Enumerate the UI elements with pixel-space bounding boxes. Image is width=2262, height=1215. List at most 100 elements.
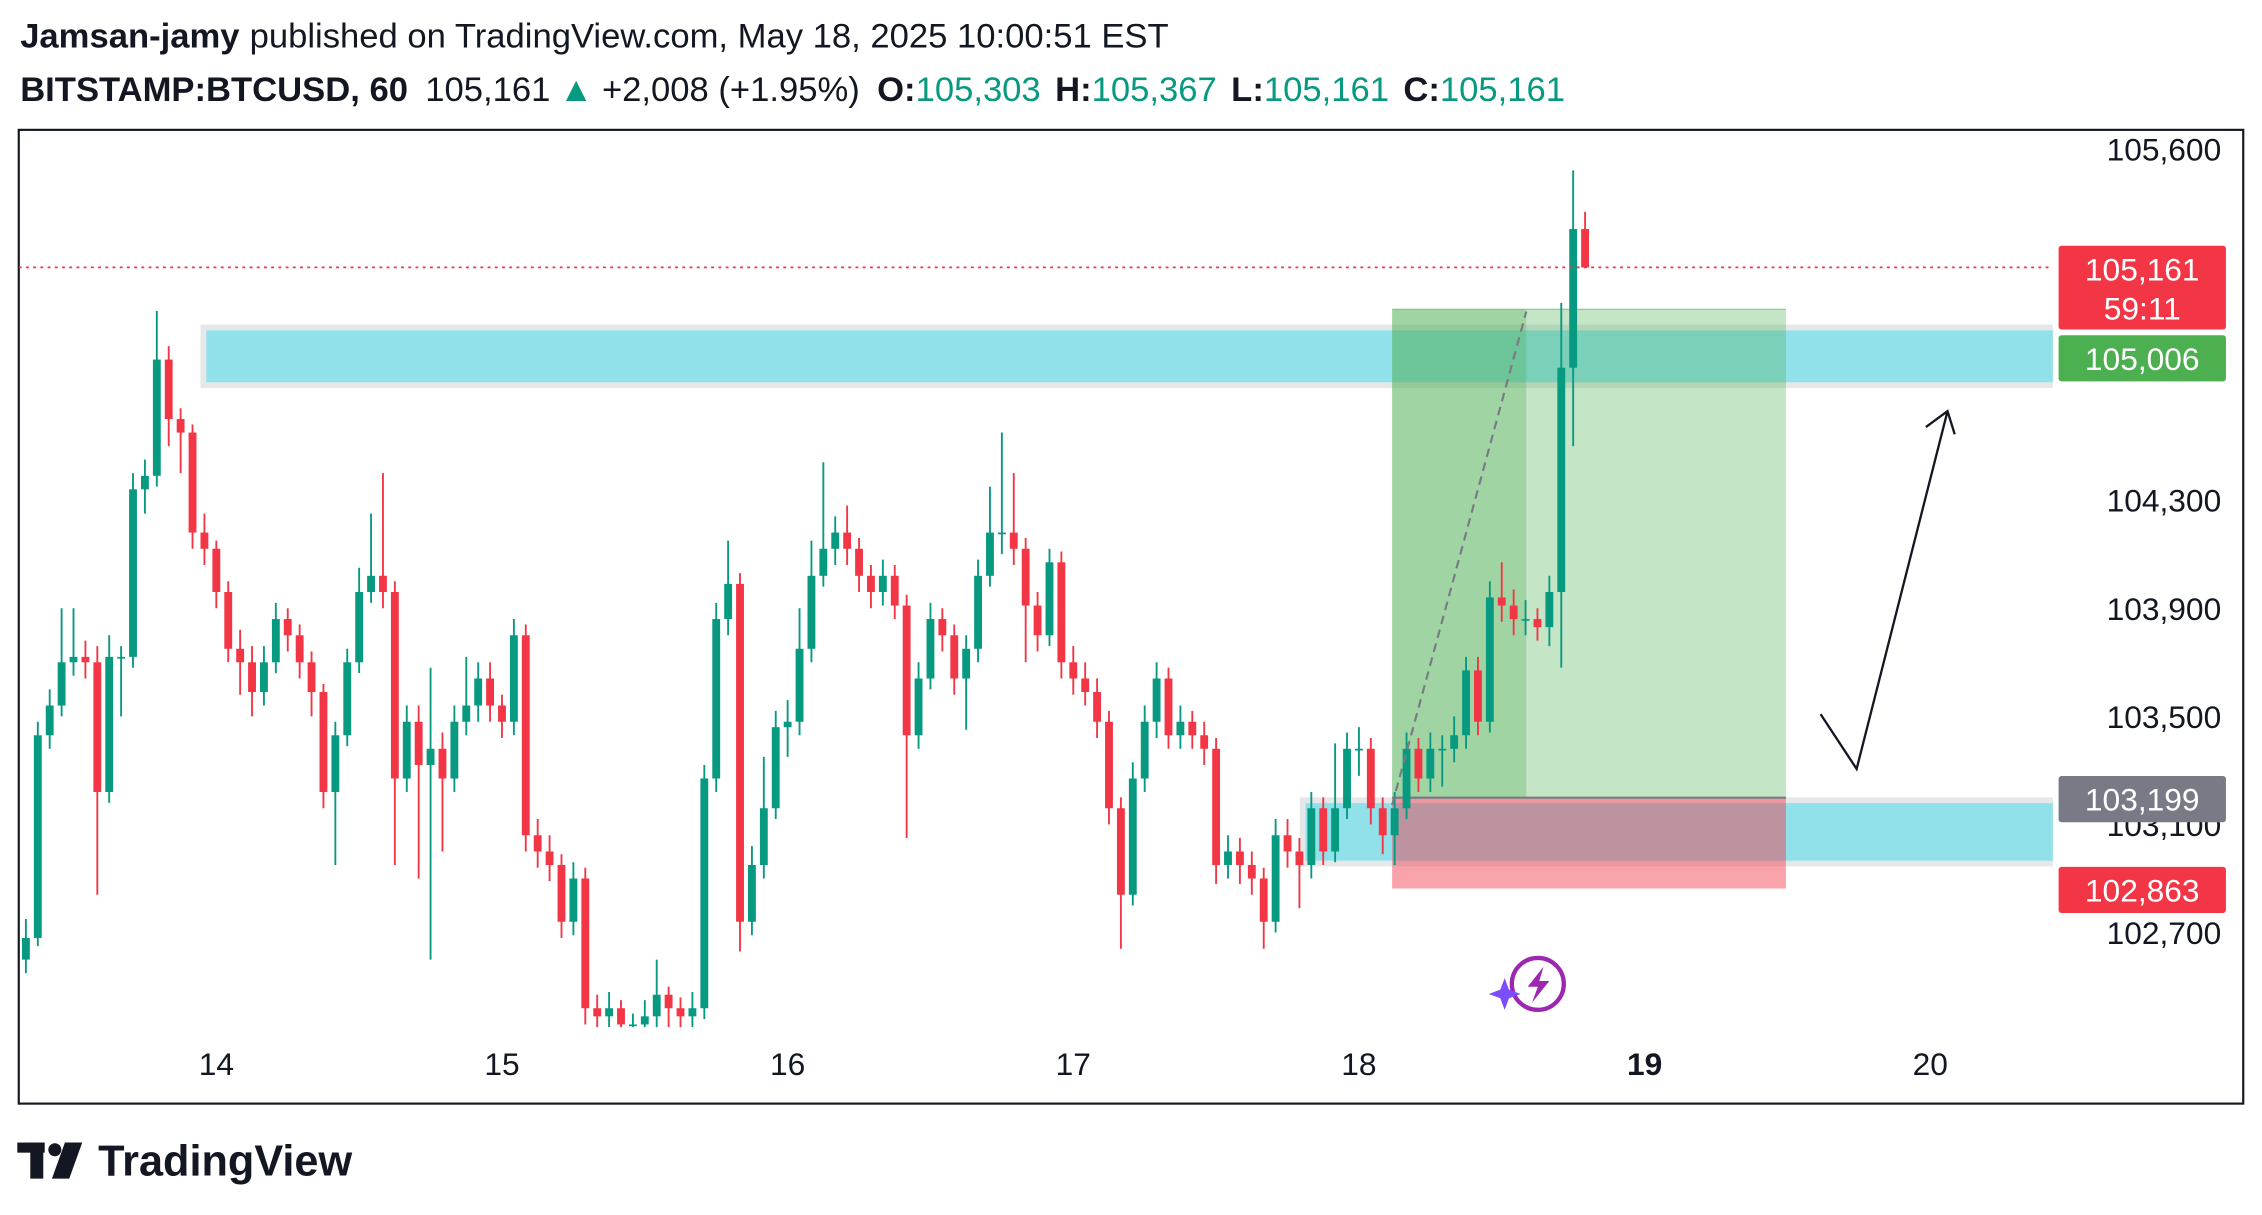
candle-body	[617, 1008, 625, 1025]
candle-body	[1581, 229, 1589, 268]
header-line: Jamsan-jamy published on TradingView.com,…	[20, 18, 1168, 56]
candle-body	[974, 575, 982, 649]
candle-body	[1009, 532, 1018, 549]
candle-body	[759, 808, 768, 865]
candle-body	[700, 778, 709, 1009]
countdown: 59:11	[2104, 290, 2181, 326]
candle-body	[1188, 721, 1197, 736]
axes: 105,600105,200104,300103,900103,500103,1…	[199, 131, 2226, 1082]
x-tick-label: 16	[770, 1046, 805, 1082]
candle-body	[1081, 678, 1090, 693]
candle-body	[914, 678, 923, 736]
candle-body	[1521, 619, 1530, 621]
stop-box	[1392, 797, 1786, 889]
candle-body	[1116, 808, 1125, 895]
candle-body	[1569, 229, 1578, 368]
candle-body	[1366, 748, 1375, 809]
y-tick-label: 104,300	[2107, 483, 2222, 519]
candle-body	[188, 432, 197, 533]
candle-body	[248, 662, 256, 693]
symbol-line: BITSTAMP:BTCUSD, 60 105,161 ▲ +2,008 (+1.95…	[20, 71, 1565, 109]
ohlc-label: H:	[1055, 71, 1092, 109]
candle-body	[438, 748, 447, 779]
candle-body	[117, 656, 126, 659]
price-label: 103,199	[2085, 782, 2200, 818]
candle-body	[533, 835, 542, 852]
candle-body	[426, 748, 435, 765]
candle-body	[867, 575, 875, 593]
candle-body	[628, 1024, 637, 1027]
candle-body	[1247, 864, 1256, 879]
candle-body	[295, 635, 304, 663]
candle-body	[1355, 748, 1363, 751]
ohlc-value: 105,161	[1440, 71, 1565, 109]
candle-body	[355, 592, 364, 663]
projection-arrow	[1819, 410, 1949, 772]
candle-body	[1378, 808, 1387, 836]
candle-body	[736, 583, 744, 922]
candle-body	[783, 721, 792, 728]
candle-body	[1069, 662, 1078, 679]
candle-body	[1402, 748, 1411, 809]
candle-body	[581, 878, 590, 1009]
spark-icon	[1488, 955, 1566, 1013]
direction: ▲	[559, 71, 593, 109]
candle-body	[521, 635, 530, 836]
candle-body	[1414, 748, 1423, 779]
candle-body	[224, 592, 233, 649]
candle-body	[69, 656, 78, 663]
candle-body	[367, 575, 375, 593]
y-tick-label: 102,700	[2107, 915, 2222, 951]
ohlc-label: C:	[1403, 71, 1440, 109]
candle-body	[950, 635, 959, 679]
change: +2,008 (+1.95%)	[602, 71, 860, 109]
candle-body	[271, 619, 280, 663]
ohlc-value: 105,367	[1092, 71, 1217, 109]
candle-body	[890, 575, 899, 606]
candle-body	[152, 359, 161, 476]
x-tick-label: 19	[1627, 1046, 1662, 1082]
candle-body	[1164, 678, 1173, 736]
candle-body	[1283, 835, 1292, 852]
candle-body	[1224, 851, 1232, 865]
candle-body	[855, 548, 863, 576]
candle-body	[21, 937, 30, 960]
candle-body	[962, 648, 971, 679]
candles	[18, 170, 2053, 1028]
candle-body	[236, 648, 245, 663]
candle-body	[1140, 721, 1149, 779]
candle-body	[1319, 808, 1328, 852]
candle-body	[1343, 748, 1351, 809]
candle-body	[878, 575, 887, 593]
candle-body	[819, 548, 828, 576]
candle-body	[1021, 548, 1030, 606]
candle-body	[283, 619, 292, 636]
candle-body	[1485, 597, 1494, 722]
candle-body	[1533, 619, 1542, 628]
candle-body	[129, 489, 137, 657]
candle-body	[652, 994, 661, 1017]
candle-body	[747, 864, 756, 922]
brand-logo	[17, 1142, 83, 1179]
candle-body	[307, 662, 316, 693]
candle-body	[319, 692, 328, 793]
candle-body	[1152, 678, 1161, 722]
target-box	[1392, 309, 1786, 798]
candle-body	[593, 1008, 602, 1017]
candle-body	[1105, 721, 1113, 809]
candle-body	[498, 705, 506, 722]
candle-body	[569, 878, 578, 922]
price-label-box	[2058, 866, 2226, 914]
price-label: 102,863	[2085, 872, 2200, 908]
candle-body	[724, 583, 733, 620]
candle-body	[807, 575, 816, 649]
author: Jamsan-jamy	[20, 18, 240, 56]
candle-body	[331, 735, 340, 793]
candle-body	[1295, 851, 1304, 865]
candle-body	[176, 419, 185, 433]
candle-body	[1474, 670, 1482, 722]
candle-body	[164, 359, 173, 420]
candle-body	[1426, 748, 1435, 779]
